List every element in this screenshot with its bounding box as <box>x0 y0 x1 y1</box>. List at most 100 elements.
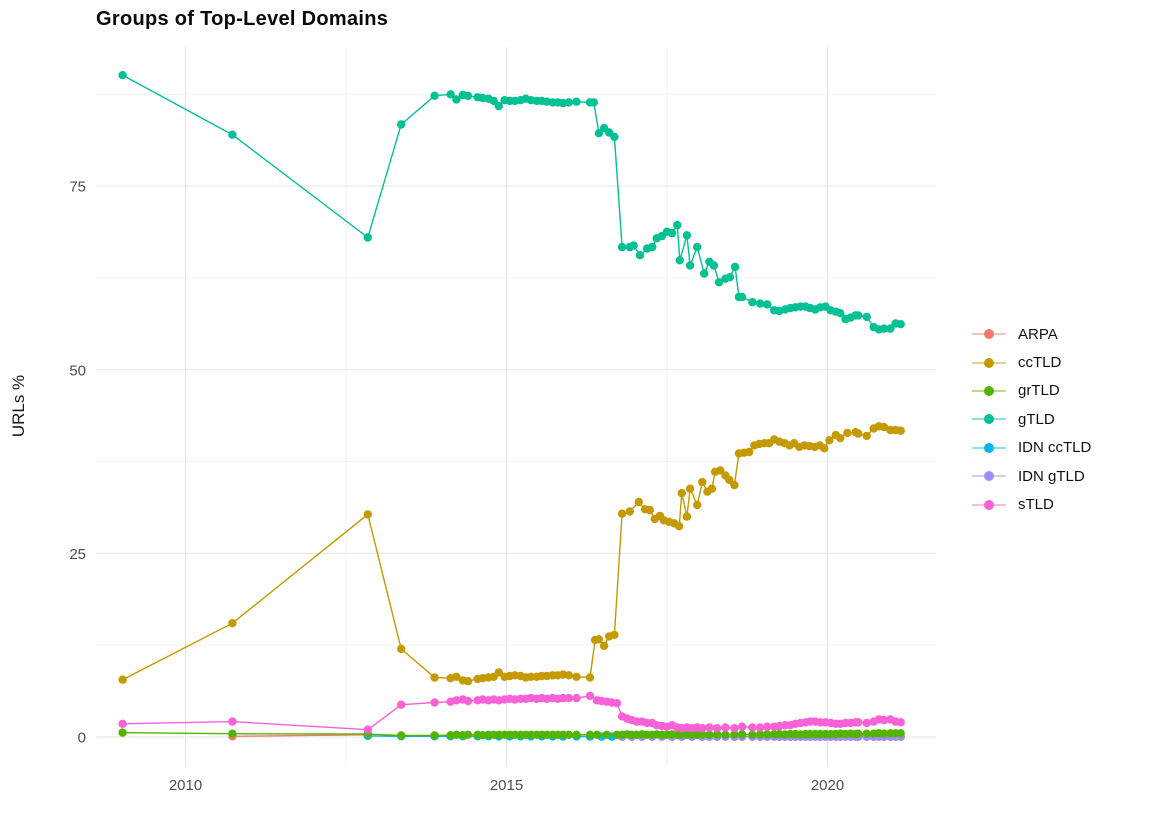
legend-key-icon <box>972 329 1006 340</box>
data-point <box>854 311 863 320</box>
data-point <box>705 723 714 732</box>
gridlines-major <box>96 47 936 766</box>
x-tick-label: 2015 <box>490 777 523 794</box>
data-point <box>685 484 695 493</box>
data-point <box>693 242 702 252</box>
legend-item-grtld: grTLD <box>972 377 1091 405</box>
data-point <box>617 509 627 518</box>
legend-item-stld: sTLD <box>972 490 1091 518</box>
legend-label: ccTLD <box>1018 354 1062 372</box>
data-point <box>494 730 503 739</box>
data-point <box>896 426 905 435</box>
legend-item-arpa: ARPA <box>972 320 1091 348</box>
data-point <box>228 619 237 628</box>
data-point <box>836 309 845 318</box>
data-point <box>397 731 406 740</box>
data-point <box>675 256 684 265</box>
legend-key-icon <box>972 414 1006 425</box>
data-point <box>896 718 905 727</box>
data-point <box>397 700 406 709</box>
data-point <box>228 729 237 738</box>
data-point <box>585 691 595 701</box>
data-point <box>463 696 473 706</box>
data-point <box>526 730 536 739</box>
data-point <box>617 242 627 252</box>
data-point <box>463 91 473 101</box>
series-gtld <box>118 71 905 334</box>
data-point <box>737 722 747 731</box>
data-point <box>610 630 619 640</box>
data-point <box>737 292 747 302</box>
data-point <box>564 671 573 680</box>
data-point <box>228 717 237 726</box>
data-point <box>748 730 757 739</box>
data-point <box>714 278 724 287</box>
data-point <box>648 242 657 252</box>
chart-title: Groups of Top-Level Domains <box>96 8 389 30</box>
legend-label: IDN ccTLD <box>1018 439 1092 457</box>
axis-ticks: 0 25 50 75 2010 2015 2020 <box>69 179 844 794</box>
data-point <box>526 672 536 681</box>
data-point <box>572 693 581 703</box>
data-point <box>564 98 573 107</box>
data-point <box>489 96 498 106</box>
data-point <box>452 696 461 705</box>
data-point <box>721 730 730 739</box>
data-point <box>463 677 473 686</box>
data-point <box>698 730 707 739</box>
data-point <box>363 510 372 519</box>
data-point <box>592 730 602 739</box>
data-point <box>572 97 581 106</box>
data-point <box>645 505 654 515</box>
data-point <box>862 431 871 441</box>
x-tick-label: 2010 <box>169 777 202 794</box>
data-point <box>862 729 871 738</box>
data-point <box>843 428 852 438</box>
legend-label: ARPA <box>1018 325 1058 343</box>
data-point <box>748 298 757 307</box>
data-point <box>585 673 595 682</box>
data-point <box>594 635 604 644</box>
data-point <box>118 728 127 737</box>
data-point <box>510 730 519 739</box>
data-point <box>397 120 406 129</box>
legend-key-icon <box>972 442 1006 453</box>
data-point <box>629 241 638 250</box>
data-point <box>755 723 765 732</box>
data-point <box>725 475 734 485</box>
data-point <box>564 693 573 703</box>
data-point <box>572 672 581 681</box>
data-point <box>685 261 695 270</box>
data-point <box>430 698 439 707</box>
legend-key-icon <box>972 385 1006 396</box>
data-point <box>707 484 717 493</box>
data-point <box>542 730 552 739</box>
legend-label: grTLD <box>1018 382 1060 400</box>
data-point <box>763 300 772 309</box>
data-point <box>558 730 568 739</box>
data-point <box>572 730 581 739</box>
data-point <box>430 673 439 682</box>
data-point <box>862 312 871 322</box>
data-point <box>896 729 905 738</box>
y-axis-title: URLs % <box>9 375 28 437</box>
data-point <box>879 324 889 333</box>
data-point <box>709 261 719 270</box>
data-point <box>730 262 740 272</box>
data-point <box>673 220 682 230</box>
data-point <box>397 644 406 654</box>
data-point <box>430 731 439 740</box>
data-point <box>693 500 702 510</box>
legend-key-icon <box>972 471 1006 482</box>
data-point <box>635 251 645 260</box>
data-point <box>363 233 372 242</box>
series-grtld <box>118 728 905 740</box>
data-point <box>820 444 829 453</box>
data-point <box>730 730 739 739</box>
legend-label: sTLD <box>1018 496 1054 514</box>
data-point <box>118 719 127 728</box>
data-point <box>854 429 863 438</box>
y-tick-label: 75 <box>69 179 86 196</box>
data-point <box>118 675 127 684</box>
x-tick-label: 2020 <box>811 777 844 794</box>
